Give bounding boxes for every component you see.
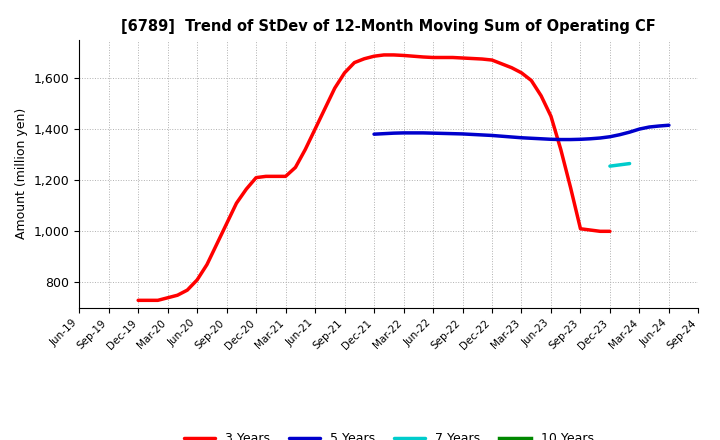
3 Years [567,185,575,191]
5 Years [379,131,388,136]
3 Years [449,55,457,60]
5 Years [508,134,516,139]
Legend: 3 Years, 5 Years, 7 Years, 10 Years: 3 Years, 5 Years, 7 Years, 10 Years [179,427,598,440]
3 Years [232,201,240,206]
3 Years [271,174,280,179]
5 Years [370,132,379,137]
3 Years [478,56,487,62]
3 Years [222,221,231,226]
5 Years [595,136,604,141]
5 Years [557,137,565,142]
5 Years [645,125,654,130]
5 Years [567,137,575,142]
5 Years [527,136,536,141]
5 Years [586,136,595,141]
3 Years [428,55,437,60]
3 Years [311,126,320,132]
Line: 5 Years: 5 Years [374,125,669,139]
5 Years [478,132,487,138]
5 Years [409,130,418,136]
3 Years [576,226,585,231]
3 Years [586,227,595,233]
3 Years [517,70,526,76]
5 Years [498,134,506,139]
5 Years [449,131,457,136]
3 Years [350,60,359,65]
3 Years [379,52,388,58]
5 Years [546,137,555,142]
7 Years [606,164,614,169]
3 Years [144,298,153,303]
3 Years [409,54,418,59]
3 Years [301,147,310,152]
3 Years [399,53,408,58]
3 Years [370,54,379,59]
5 Years [399,130,408,136]
3 Years [193,277,202,282]
5 Years [537,136,546,141]
5 Years [517,135,526,140]
3 Years [527,78,536,83]
5 Years [468,132,477,137]
3 Years [183,287,192,293]
3 Years [419,55,428,60]
3 Years [174,293,182,298]
3 Years [291,165,300,170]
3 Years [537,93,546,99]
7 Years [625,161,634,166]
3 Years [282,174,290,179]
Title: [6789]  Trend of StDev of 12-Month Moving Sum of Operating CF: [6789] Trend of StDev of 12-Month Moving… [122,19,656,34]
5 Years [576,137,585,142]
Line: 7 Years: 7 Years [610,164,629,166]
3 Years [468,56,477,61]
3 Years [252,175,261,180]
3 Years [212,242,221,247]
3 Years [557,147,565,152]
5 Years [419,130,428,136]
3 Years [438,55,447,60]
3 Years [487,57,496,62]
3 Years [242,187,251,192]
3 Years [320,106,329,111]
3 Years [153,298,162,303]
5 Years [428,131,437,136]
Line: 3 Years: 3 Years [138,55,610,301]
5 Years [654,123,663,128]
5 Years [438,131,447,136]
5 Years [487,133,496,138]
7 Years [616,162,624,168]
5 Years [458,131,467,136]
5 Years [390,131,398,136]
3 Years [163,295,172,301]
3 Years [330,85,339,91]
3 Years [546,114,555,119]
5 Years [616,132,624,137]
3 Years [134,298,143,303]
Y-axis label: Amount (million yen): Amount (million yen) [15,108,28,239]
5 Years [665,123,673,128]
5 Years [606,134,614,139]
3 Years [458,55,467,61]
5 Years [635,126,644,132]
3 Years [261,174,270,179]
3 Years [390,52,398,58]
3 Years [202,262,211,267]
3 Years [606,229,614,234]
3 Years [508,65,516,70]
3 Years [595,229,604,234]
3 Years [341,70,349,76]
5 Years [625,129,634,135]
3 Years [498,61,506,66]
3 Years [360,56,369,62]
